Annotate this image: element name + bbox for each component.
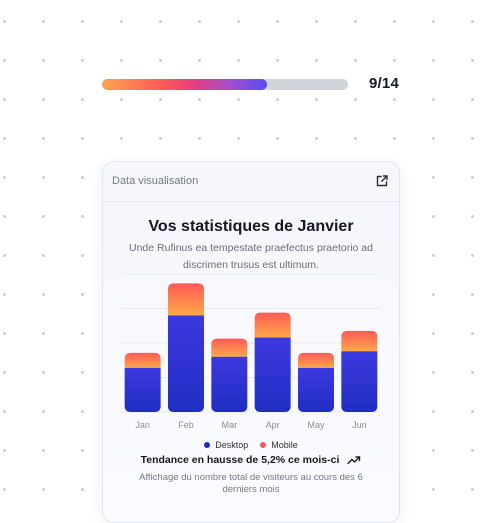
data-visualisation-card: Data visualisation Vos statistiques de J… — [102, 161, 400, 523]
bar-mobile — [254, 312, 291, 338]
x-tick-label: Jan — [135, 420, 150, 430]
bar-group-apr: Apr — [254, 312, 291, 430]
bar-mobile — [124, 352, 161, 368]
bar-group-jun: Jun — [341, 330, 378, 430]
bar-group-may: May — [298, 352, 334, 430]
x-tick-label: Jun — [352, 420, 367, 430]
chart-title: Vos statistiques de Janvier — [148, 218, 354, 235]
bar-desktop — [254, 337, 291, 412]
bar-mobile — [298, 352, 334, 368]
x-tick-label: Feb — [178, 420, 194, 430]
external-link-icon[interactable] — [375, 174, 389, 188]
bar-group-feb: Feb — [168, 283, 204, 430]
bar-group-mar: Mar — [211, 338, 248, 430]
bar-desktop — [341, 351, 378, 412]
trend-row: Tendance en hausse de 5,2% ce mois-ci — [103, 454, 399, 466]
legend-item-desktop: Desktop — [204, 440, 248, 450]
bar-desktop — [211, 356, 248, 412]
bar-mobile — [211, 338, 248, 357]
legend-dot — [260, 442, 267, 448]
chart-caption: Affichage du nombre total de visiteurs a… — [139, 472, 363, 495]
bar-mobile — [168, 283, 204, 316]
card-header-title: Data visualisation — [112, 175, 199, 187]
bar-desktop — [298, 367, 334, 412]
progress-fill — [102, 78, 267, 90]
chart-subtitle: Unde Rufinus ea tempestate praefectus pr… — [129, 242, 373, 271]
legend-label: Desktop — [215, 440, 249, 450]
progress-bar: 9/14 — [102, 75, 402, 92]
legend-dot — [204, 442, 211, 448]
x-tick-label: Apr — [266, 420, 280, 430]
chart-grid — [121, 273, 381, 413]
bar-chart: Jan Feb Mar Apr May Jun — [121, 273, 381, 430]
trend-text: Tendance en hausse de 5,2% ce mois-ci — [140, 454, 340, 466]
legend-label: Mobile — [271, 440, 298, 450]
legend-item-mobile: Mobile — [260, 440, 298, 450]
x-tick-label: May — [307, 420, 325, 430]
progress-track — [102, 78, 348, 90]
bar-desktop — [124, 367, 161, 412]
progress-counter: 9/14 — [369, 75, 399, 92]
x-tick-label: Mar — [222, 420, 238, 430]
bar-desktop — [168, 315, 204, 412]
bar-mobile — [341, 330, 378, 352]
trending-up-icon — [347, 456, 361, 465]
bar-group-jan: Jan — [124, 352, 161, 430]
chart-legend: Desktop Mobile — [103, 440, 399, 450]
card-header: Data visualisation — [103, 162, 399, 202]
